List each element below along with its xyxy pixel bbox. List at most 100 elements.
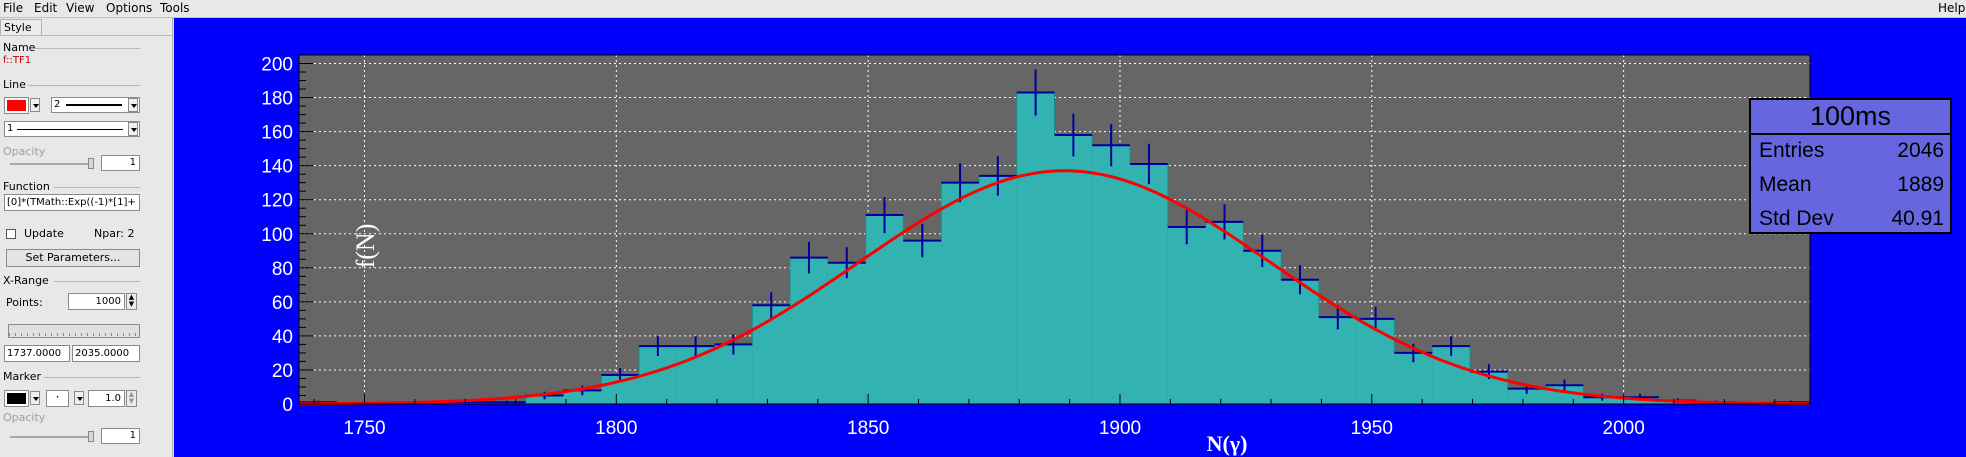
xmin-value: 1737.0000: [7, 348, 62, 359]
y-tick-label: 140: [261, 157, 293, 178]
marker-opacity-slider-handle[interactable]: [88, 431, 94, 442]
y-tick-label: 120: [261, 191, 293, 212]
marker-size-value: 1.0: [105, 393, 121, 404]
tab-style[interactable]: Style: [0, 19, 42, 35]
y-tick-label: 0: [282, 395, 293, 416]
histogram-bar: [1243, 250, 1282, 404]
histogram-bar: [1205, 221, 1244, 404]
points-value: 1000: [95, 296, 121, 307]
menu-file[interactable]: File: [3, 1, 24, 15]
line-opacity-slider-handle[interactable]: [88, 158, 94, 169]
histogram-bar: [903, 240, 942, 404]
stats-title: 100ms: [1751, 100, 1950, 135]
line-color-dropdown-icon[interactable]: [30, 98, 40, 112]
points-spinner[interactable]: ▲ ▼: [126, 293, 137, 310]
y-tick-label: 160: [261, 123, 293, 144]
marker-color-picker[interactable]: [4, 390, 29, 407]
line-style-select[interactable]: 1: [4, 121, 140, 137]
line-opacity-value: 1: [129, 157, 136, 168]
histogram-bar: [752, 305, 791, 404]
y-tick-label: 180: [261, 89, 293, 110]
menu-bar: File Edit View Options Tools Help: [0, 0, 1966, 18]
menu-edit[interactable]: Edit: [34, 1, 58, 15]
histogram-bar: [978, 175, 1017, 404]
histogram-bar: [1054, 135, 1093, 404]
xmax-field[interactable]: 2035.0000: [72, 345, 140, 362]
line-width-select[interactable]: 2: [51, 97, 140, 113]
marker-size-field[interactable]: 1.0: [88, 390, 125, 407]
stats-row-stddev: Std Dev 40.91: [1759, 204, 1944, 234]
histogram-bar: [941, 182, 979, 404]
style-editor-panel: Style Name f::TF1 Line 2 1 Opacity 1 Fun…: [0, 18, 173, 457]
histogram-bar: [827, 262, 866, 404]
line-style-preview: [17, 129, 123, 130]
y-tick-label: 20: [272, 361, 293, 382]
marker-opacity-slider[interactable]: [10, 436, 94, 438]
menu-view[interactable]: View: [66, 1, 95, 15]
set-parameters-button[interactable]: Set Parameters...: [6, 249, 140, 267]
points-label: Points:: [6, 296, 43, 309]
x-tick-label: 1950: [1351, 418, 1393, 439]
line-style-dropdown-icon[interactable]: [128, 122, 138, 136]
update-label: Update: [24, 227, 64, 240]
line-width-value: 2: [54, 99, 61, 110]
plot-canvas[interactable]: 1750 1800 1850 1900 1950 2000 0 20 40 60 80 100 120 1…: [174, 18, 1966, 457]
stats-row-mean: Mean 1889: [1759, 170, 1944, 200]
stats-value: 2046: [1897, 139, 1944, 162]
line-width-dropdown-icon[interactable]: [128, 98, 138, 112]
stats-row-entries: Entries 2046: [1759, 136, 1944, 166]
line-opacity-label: Opacity: [3, 145, 46, 158]
line-section-label: Line: [3, 78, 26, 91]
xmin-field[interactable]: 1737.0000: [4, 345, 70, 362]
histogram-bar: [563, 390, 602, 404]
histogram-bar: [525, 395, 564, 404]
histogram-plot[interactable]: 1750 1800 1850 1900 1950 2000 0 20 40 60 80 100 120 1…: [174, 18, 1966, 457]
function-expression-field[interactable]: [0]*(TMath::Exp((-1)*[1]+: [4, 194, 140, 211]
marker-color-dropdown-icon[interactable]: [30, 391, 40, 405]
stats-value: 1889: [1897, 173, 1944, 196]
line-opacity-slider[interactable]: [10, 163, 94, 165]
stats-label: Std Dev: [1759, 207, 1834, 230]
histogram-bar: [1507, 388, 1546, 404]
xmax-value: 2035.0000: [75, 348, 130, 359]
y-tick-label: 60: [272, 293, 293, 314]
histogram-bar: [1356, 318, 1395, 404]
menu-tools[interactable]: Tools: [160, 1, 190, 15]
histogram-bar: [790, 257, 828, 404]
histogram-bar: [1092, 145, 1131, 404]
histogram-bar: [1167, 226, 1206, 404]
marker-opacity-value: 1: [129, 430, 136, 441]
xrange-slider[interactable]: [8, 324, 140, 338]
stats-label: Entries: [1759, 139, 1825, 162]
npar-label: Npar: 2: [94, 227, 135, 240]
y-tick-label: 100: [261, 225, 293, 246]
line-opacity-field[interactable]: 1: [101, 155, 140, 171]
marker-opacity-label: Opacity: [3, 411, 46, 424]
histogram-bar: [1016, 92, 1055, 404]
menu-options[interactable]: Options: [106, 1, 153, 15]
x-tick-label: 1800: [595, 418, 637, 439]
tab-style-label: Style: [4, 21, 32, 34]
menu-help[interactable]: Help: [1938, 1, 1966, 15]
x-axis-title: N(γ): [1206, 431, 1248, 456]
marker-style-dropdown-icon[interactable]: [74, 391, 84, 405]
function-section-label: Function: [3, 180, 50, 193]
function-name: f::TF1: [3, 55, 32, 66]
line-color-picker[interactable]: [4, 97, 29, 114]
points-field[interactable]: 1000: [68, 293, 125, 310]
x-tick-label: 1900: [1099, 418, 1141, 439]
xrange-section-label: X-Range: [3, 274, 49, 287]
y-axis-title: f(N): [351, 223, 380, 269]
function-expression-value: [0]*(TMath::Exp((-1)*[1]+: [7, 197, 136, 208]
histogram-bar: [1318, 317, 1357, 404]
update-checkbox[interactable]: [6, 229, 16, 239]
marker-size-spinner[interactable]: ▲ ▼: [126, 390, 137, 407]
line-style-value: 1: [7, 123, 14, 134]
marker-style-picker[interactable]: ·: [46, 390, 69, 407]
marker-opacity-field[interactable]: 1: [101, 428, 140, 444]
y-tick-label: 40: [272, 327, 293, 348]
stats-box[interactable]: 100ms Entries 2046 Mean 1889 Std Dev 40.…: [1749, 98, 1952, 234]
stats-value: 40.91: [1891, 207, 1944, 230]
line-width-preview: [66, 104, 122, 106]
fit-curve: [298, 169, 1811, 406]
